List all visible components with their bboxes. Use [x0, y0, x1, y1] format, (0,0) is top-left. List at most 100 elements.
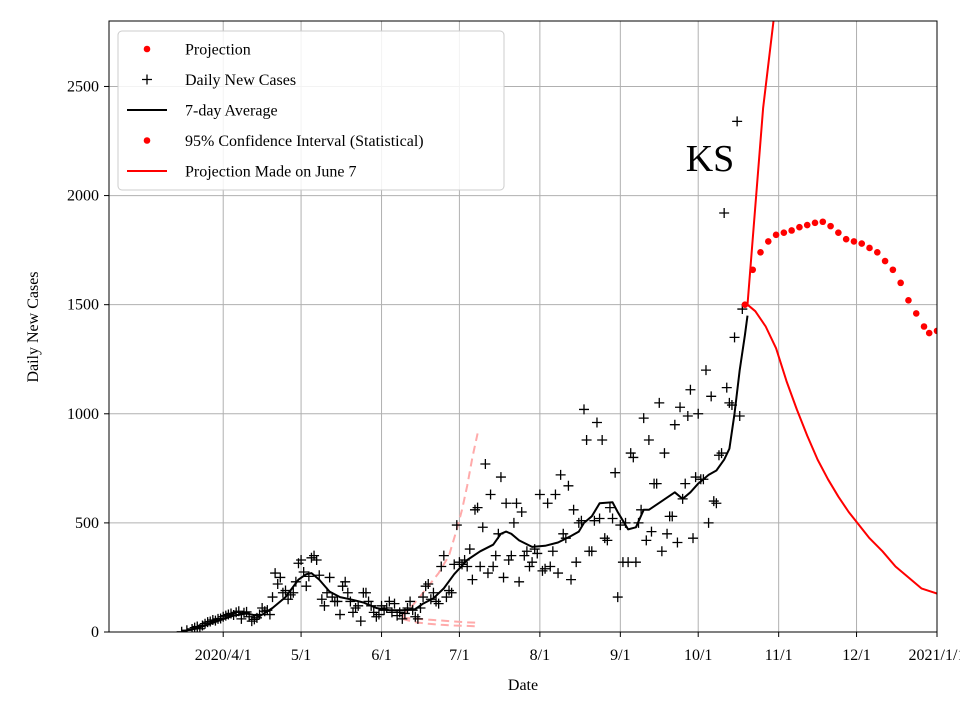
daily-case-point	[667, 511, 678, 522]
series-7-day-average	[181, 315, 749, 632]
daily-case-point	[412, 613, 423, 624]
daily-case-point	[568, 504, 579, 515]
projection-point	[905, 297, 912, 304]
daily-case-point	[524, 561, 535, 572]
daily-case-point	[495, 472, 506, 483]
legend-plus-marker	[142, 74, 152, 85]
legend-item-projection: Projection	[143, 42, 251, 59]
daily-case-point	[672, 537, 683, 548]
daily-case-point	[342, 587, 353, 598]
y-tick-label: 1500	[67, 297, 99, 314]
daily-case-point	[654, 397, 665, 408]
projection-point	[741, 301, 749, 308]
daily-case-point	[571, 557, 582, 568]
95-confidence-interval-statistical-line	[746, 303, 937, 595]
state-annotation: KS	[686, 138, 735, 180]
daily-case-point	[545, 561, 556, 572]
daily-case-point	[703, 517, 714, 528]
projection-point	[811, 219, 819, 227]
daily-case-point	[547, 546, 558, 557]
daily-case-point	[340, 576, 351, 587]
daily-case-point	[501, 498, 512, 509]
daily-case-point	[441, 592, 452, 603]
projection-point	[897, 279, 904, 287]
daily-case-point	[264, 609, 275, 620]
series-projection	[741, 218, 937, 337]
daily-case-point	[319, 600, 330, 611]
projection-point	[819, 218, 827, 226]
daily-case-point	[477, 522, 488, 533]
projection-point	[827, 222, 834, 230]
daily-case-point	[381, 602, 392, 613]
daily-case-point	[529, 544, 540, 555]
projection-point	[757, 249, 764, 256]
daily-case-point	[298, 566, 309, 577]
daily-case-point	[254, 609, 265, 620]
daily-case-point	[347, 607, 358, 618]
daily-case-point	[550, 489, 561, 500]
daily-case-point	[423, 578, 434, 589]
daily-case-point	[316, 594, 327, 605]
daily-case-point	[350, 602, 361, 613]
daily-case-point	[638, 413, 649, 424]
legend-item-june7: Projection Made on June 7	[127, 164, 357, 181]
daily-case-point	[713, 450, 724, 461]
daily-case-point	[693, 408, 704, 419]
daily-case-point	[218, 611, 229, 622]
daily-case-point	[366, 600, 377, 611]
daily-case-point	[363, 596, 374, 607]
legend-item-ci: 95% Confidence Interval (Statistical)	[143, 133, 424, 150]
daily-case-point	[288, 587, 299, 598]
daily-case-point	[389, 598, 400, 609]
legend-dot-marker	[143, 137, 151, 144]
daily-case-point	[238, 607, 249, 618]
daily-case-point	[482, 568, 493, 579]
daily-case-point	[457, 559, 468, 570]
daily-case-point	[708, 496, 719, 507]
daily-case-point	[625, 448, 636, 459]
daily-case-point	[303, 571, 314, 582]
projection-point	[835, 229, 842, 236]
daily-case-point	[615, 520, 626, 531]
daily-case-point	[573, 517, 584, 528]
projection-point	[858, 240, 866, 247]
daily-case-point	[620, 517, 631, 528]
95-confidence-interval-statistical-upper-line	[746, 21, 775, 305]
daily-case-point	[555, 469, 566, 480]
daily-case-point	[275, 572, 286, 583]
daily-case-point	[490, 550, 501, 561]
daily-case-point	[726, 400, 737, 411]
daily-case-point	[560, 533, 571, 544]
daily-case-point	[594, 513, 605, 524]
daily-case-point	[519, 550, 530, 561]
daily-case-point	[698, 474, 709, 485]
daily-case-point	[516, 506, 527, 517]
daily-case-point	[685, 384, 696, 395]
daily-case-point	[337, 581, 348, 592]
daily-case-point	[436, 561, 447, 572]
daily-case-point	[688, 533, 699, 544]
daily-case-point	[472, 502, 483, 513]
daily-case-point	[534, 489, 545, 500]
daily-case-point	[566, 574, 577, 585]
daily-case-point	[368, 607, 379, 618]
daily-case-point	[407, 605, 418, 616]
daily-case-point	[420, 581, 431, 592]
daily-case-point	[277, 587, 288, 598]
daily-case-point	[467, 574, 478, 585]
legend-item-avg7: 7-day Average	[127, 103, 278, 120]
daily-case-point	[355, 616, 366, 627]
daily-case-point	[521, 546, 532, 557]
daily-case-point	[405, 596, 416, 607]
daily-case-point	[612, 592, 623, 603]
daily-case-point	[706, 391, 717, 402]
daily-case-point	[322, 587, 333, 598]
daily-case-point	[202, 617, 213, 628]
daily-case-point	[197, 620, 208, 631]
daily-case-point	[514, 576, 525, 587]
daily-case-point	[677, 493, 688, 504]
daily-case-point	[576, 515, 587, 526]
daily-case-point	[527, 557, 538, 568]
daily-case-point	[462, 561, 473, 572]
projection-point	[772, 231, 780, 239]
